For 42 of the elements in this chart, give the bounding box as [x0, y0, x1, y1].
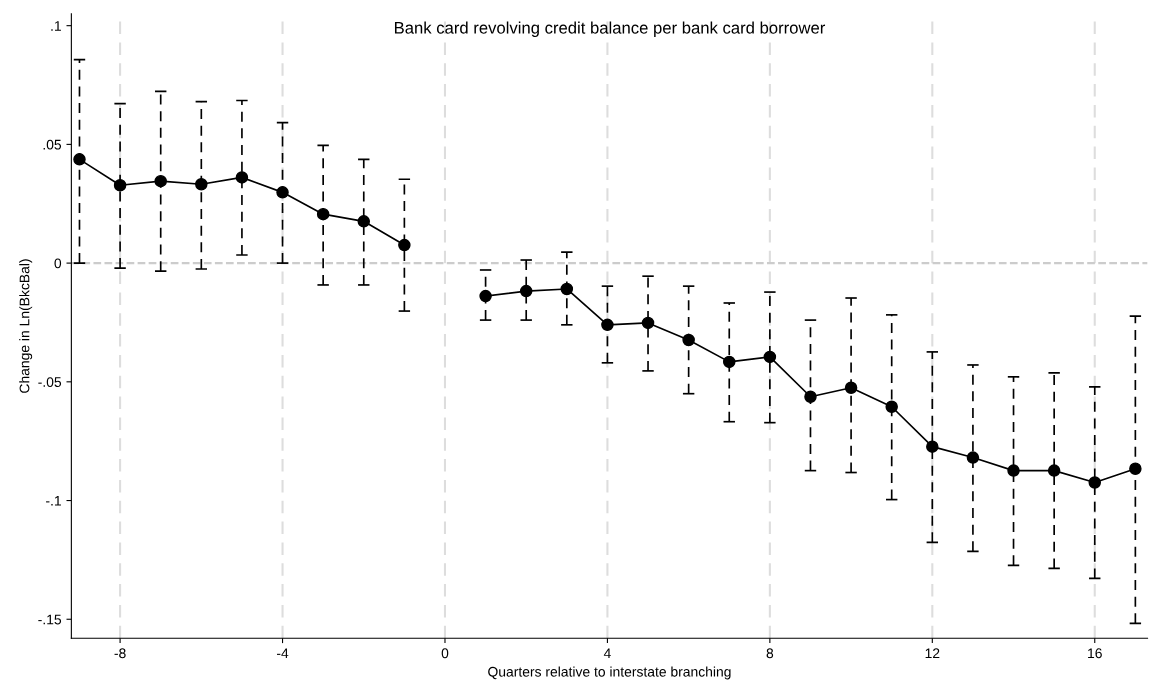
point: [926, 440, 939, 453]
point: [357, 215, 371, 228]
point: [804, 390, 817, 404]
chart-title: Bank card revolving credit balance per bank card borrower: [394, 21, 826, 38]
point: [195, 178, 208, 191]
point: [885, 400, 898, 414]
point: [519, 284, 533, 298]
x-tick-label: 8: [766, 648, 774, 659]
point: [1047, 464, 1061, 477]
point: [479, 289, 492, 303]
x-tick-label: 16: [1088, 648, 1102, 659]
point: [641, 316, 655, 330]
point: [276, 186, 289, 199]
point: [682, 333, 695, 347]
point: [398, 238, 411, 252]
point: [601, 318, 614, 332]
y-tick-label: 0: [54, 258, 62, 269]
point: [844, 381, 858, 395]
y-tick-label: -.15: [38, 614, 62, 625]
point: [966, 451, 980, 464]
point: [235, 171, 249, 184]
y-tick-label: -.1: [46, 496, 61, 506]
point: [73, 153, 86, 166]
x-axis-title: Quarters relative to interstate branching: [488, 666, 731, 680]
point: [723, 355, 736, 369]
point: [1088, 476, 1102, 489]
point: [1129, 462, 1142, 475]
x-tick-label: 4: [603, 648, 611, 659]
y-tick-label: -.05: [38, 377, 62, 387]
x-tick-label: 12: [925, 648, 940, 659]
x-tick-label: -4: [276, 648, 289, 659]
point: [560, 282, 574, 296]
x-tick-label: -8: [114, 648, 126, 659]
point: [316, 207, 330, 221]
y-tick-label: .05: [43, 139, 62, 150]
point: [113, 178, 127, 192]
y-axis-title: Change in Ln(BkcBal): [19, 259, 33, 393]
point: [763, 350, 777, 364]
point: [1007, 464, 1020, 477]
x-tick-label: 0: [441, 648, 449, 659]
point: [154, 174, 167, 188]
y-tick-label: .1: [51, 21, 61, 31]
